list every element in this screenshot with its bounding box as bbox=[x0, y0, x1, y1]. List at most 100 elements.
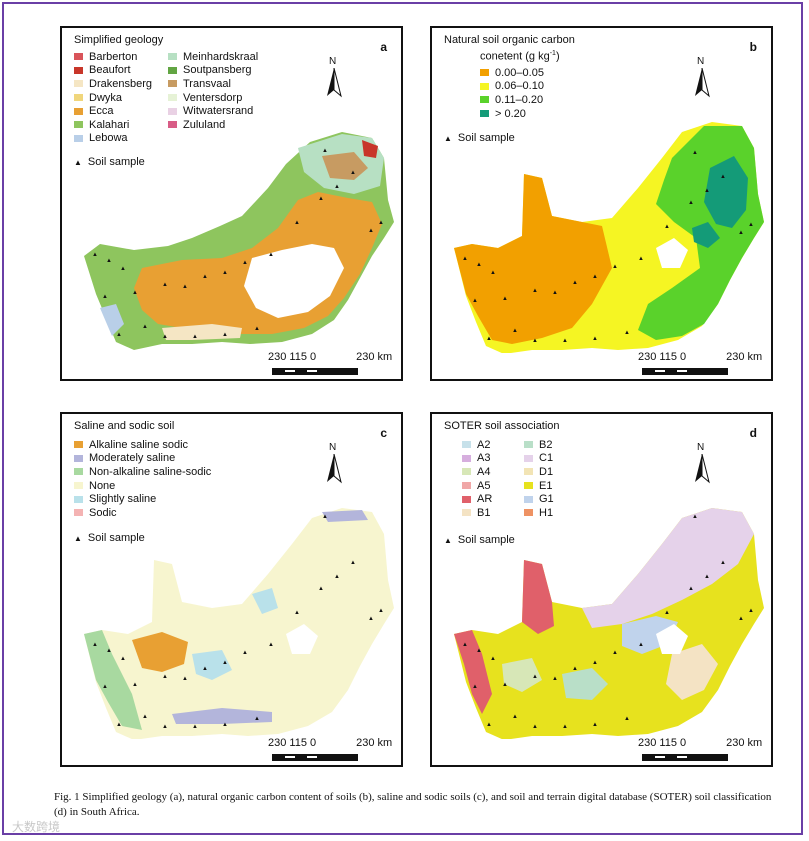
svg-text:▲: ▲ bbox=[318, 586, 324, 592]
panel-d-title: SOTER soil association bbox=[444, 420, 560, 432]
svg-text:▲: ▲ bbox=[162, 674, 168, 680]
svg-text:▲: ▲ bbox=[720, 174, 726, 180]
svg-text:▲: ▲ bbox=[202, 666, 208, 672]
panel-d-legend-col1: A2 A3 A4 A5 AR B1 bbox=[462, 438, 492, 520]
legend-item: Meinhardskraal bbox=[168, 50, 258, 64]
scale-labels: 230 115 0 230 km bbox=[268, 351, 393, 363]
svg-text:▲: ▲ bbox=[162, 282, 168, 288]
triangle-icon: ▲ bbox=[74, 158, 82, 167]
svg-text:▲: ▲ bbox=[532, 724, 538, 730]
svg-text:▲: ▲ bbox=[182, 676, 188, 682]
svg-text:▲: ▲ bbox=[378, 220, 384, 226]
svg-text:▲: ▲ bbox=[334, 184, 340, 190]
svg-text:▲: ▲ bbox=[254, 326, 260, 332]
svg-text:▲: ▲ bbox=[472, 298, 478, 304]
svg-text:▲: ▲ bbox=[572, 280, 578, 286]
legend-item: None bbox=[74, 479, 211, 493]
legend-item: A5 bbox=[462, 479, 492, 493]
svg-text:▲: ▲ bbox=[102, 294, 108, 300]
triangle-icon: ▲ bbox=[444, 134, 452, 143]
panel-d-soter: SOTER soil association d A2 A3 A4 A5 AR … bbox=[430, 412, 773, 767]
svg-text:▲: ▲ bbox=[624, 330, 630, 336]
scale-labels: 230 115 0 230 km bbox=[638, 737, 763, 749]
panel-b-legend: 0.00–0.05 0.06–0.10 0.11–0.20 > 0.20 bbox=[480, 66, 544, 120]
svg-text:▲: ▲ bbox=[572, 666, 578, 672]
legend-swatch bbox=[524, 495, 533, 503]
svg-text:▲: ▲ bbox=[532, 338, 538, 344]
saline-sodic-map: ▲ ▲ ▲ ▲ ▲ ▲ ▲ ▲ ▲ ▲ ▲ ▲ ▲ ▲ ▲ ▲ ▲ ▲ ▲ ▲ ▲ ▲ ▲ ▲ bbox=[84, 508, 394, 739]
scale-labels: 230 115 0 230 km bbox=[638, 351, 763, 363]
legend-item: Ecca bbox=[74, 104, 152, 118]
legend-item: AR bbox=[462, 492, 492, 506]
legend-item: Alkaline saline sodic bbox=[74, 438, 211, 452]
soil-sample-legend: ▲ Soil sample bbox=[74, 532, 145, 544]
geology-map: ▲ ▲ ▲ ▲ ▲ ▲ ▲ ▲ ▲ ▲ ▲ ▲ ▲ ▲ ▲ ▲ ▲ ▲ ▲ ▲ ▲ ▲ ▲ ▲ bbox=[84, 132, 394, 350]
svg-text:▲: ▲ bbox=[202, 274, 208, 280]
legend-swatch bbox=[74, 482, 83, 490]
svg-text:▲: ▲ bbox=[350, 170, 356, 176]
panel-c-saline-sodic: Saline and sodic soil c Alkaline saline … bbox=[60, 412, 403, 767]
svg-text:▲: ▲ bbox=[704, 188, 710, 194]
panel-a-letter: a bbox=[380, 40, 387, 54]
legend-swatch bbox=[480, 96, 489, 104]
svg-text:▲: ▲ bbox=[222, 660, 228, 666]
legend-item: Ventersdorp bbox=[168, 91, 258, 105]
scale-labels: 230 115 0 230 km bbox=[268, 737, 393, 749]
svg-text:▲: ▲ bbox=[476, 648, 482, 654]
legend-item: H1 bbox=[524, 506, 554, 520]
watermark: 大数跨境 bbox=[12, 820, 61, 834]
svg-text:▲: ▲ bbox=[692, 150, 698, 156]
legend-swatch bbox=[462, 454, 471, 462]
legend-item: B2 bbox=[524, 438, 554, 452]
legend-swatch bbox=[74, 454, 83, 462]
svg-text:▲: ▲ bbox=[294, 220, 300, 226]
legend-swatch bbox=[168, 107, 177, 115]
svg-text:▲: ▲ bbox=[106, 648, 112, 654]
svg-text:▲: ▲ bbox=[162, 724, 168, 730]
svg-text:▲: ▲ bbox=[254, 716, 260, 722]
svg-text:▲: ▲ bbox=[688, 586, 694, 592]
scale-bar bbox=[272, 368, 358, 375]
legend-swatch bbox=[74, 80, 83, 88]
svg-text:▲: ▲ bbox=[182, 284, 188, 290]
legend-item: 0.00–0.05 bbox=[480, 66, 544, 80]
panel-c-letter: c bbox=[380, 426, 387, 440]
legend-item: A4 bbox=[462, 465, 492, 479]
legend-swatch bbox=[524, 468, 533, 476]
svg-text:▲: ▲ bbox=[350, 560, 356, 566]
legend-swatch bbox=[74, 495, 83, 503]
legend-item: A3 bbox=[462, 452, 492, 466]
legend-item: Kalahari bbox=[74, 118, 152, 132]
svg-text:▲: ▲ bbox=[592, 336, 598, 342]
legend-swatch bbox=[74, 107, 83, 115]
svg-text:▲: ▲ bbox=[132, 682, 138, 688]
svg-text:▲: ▲ bbox=[490, 270, 496, 276]
svg-text:▲: ▲ bbox=[592, 722, 598, 728]
legend-swatch bbox=[462, 509, 471, 517]
svg-text:▲: ▲ bbox=[242, 260, 248, 266]
panel-c-legend: Alkaline saline sodic Moderately saline … bbox=[74, 438, 211, 520]
soil-sample-markers: ▲ ▲ ▲ ▲ ▲ ▲ ▲ ▲ ▲ ▲ ▲ ▲ ▲ ▲ ▲ ▲ ▲ ▲ ▲ ▲ ▲ ▲ ▲ ▲ bbox=[462, 150, 754, 344]
panel-b-letter: b bbox=[749, 40, 757, 54]
svg-text:▲: ▲ bbox=[748, 222, 754, 228]
legend-swatch bbox=[480, 110, 489, 118]
legend-item: Sodic bbox=[74, 506, 211, 520]
svg-text:▲: ▲ bbox=[106, 258, 112, 264]
scale-bar bbox=[642, 754, 728, 761]
svg-text:▲: ▲ bbox=[268, 642, 274, 648]
legend-item: 0.11–0.20 bbox=[480, 93, 544, 107]
svg-text:▲: ▲ bbox=[132, 290, 138, 296]
svg-text:▲: ▲ bbox=[192, 334, 198, 340]
panel-b-title: Natural soil organic carbon conetent (g … bbox=[444, 34, 575, 63]
svg-text:▲: ▲ bbox=[592, 274, 598, 280]
svg-text:▲: ▲ bbox=[562, 724, 568, 730]
legend-swatch bbox=[524, 509, 533, 517]
svg-text:▲: ▲ bbox=[664, 224, 670, 230]
svg-text:▲: ▲ bbox=[638, 642, 644, 648]
svg-text:▲: ▲ bbox=[162, 334, 168, 340]
svg-text:▲: ▲ bbox=[486, 336, 492, 342]
soil-sample-markers: ▲ ▲ ▲ ▲ ▲ ▲ ▲ ▲ ▲ ▲ ▲ ▲ ▲ ▲ ▲ ▲ ▲ ▲ ▲ ▲ ▲ ▲ ▲ ▲ bbox=[92, 148, 384, 340]
north-arrow-icon: N bbox=[323, 56, 345, 100]
soil-sample-legend: ▲ Soil sample bbox=[74, 156, 145, 168]
